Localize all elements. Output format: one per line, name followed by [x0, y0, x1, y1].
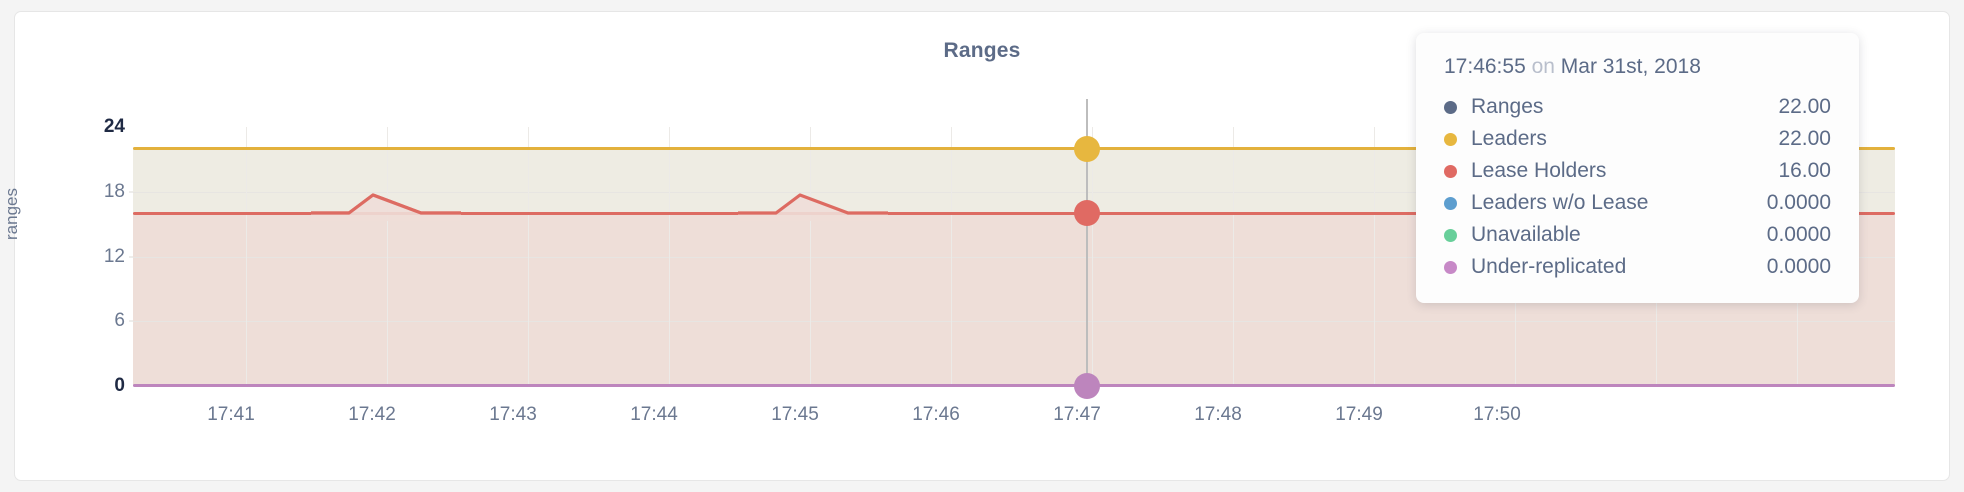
hover-marker-under-replicated[interactable]	[1074, 372, 1100, 399]
y-tick-label-6: 6	[114, 310, 125, 332]
series-line-leaders	[133, 147, 1895, 151]
series-bump-lease-1	[311, 189, 461, 221]
legend-dot-lease-holders	[1444, 164, 1457, 178]
y-axis: 24 18 12 6 0	[45, 116, 137, 396]
tooltip-date: Mar 31st, 2018	[1560, 55, 1701, 78]
tooltip-value-unavailable: 0.0000	[1766, 223, 1831, 246]
hover-marker-leaders[interactable]	[1074, 135, 1100, 162]
tooltip-row: Under-replicated 0.0000	[1444, 251, 1831, 283]
x-tick-label-5: 17:46	[912, 404, 960, 425]
y-tick-label-0: 0	[114, 375, 125, 396]
gridline-v-1749	[1374, 127, 1375, 386]
x-tick-label-7: 17:48	[1194, 404, 1242, 425]
legend-dot-unavailable	[1444, 228, 1457, 242]
tooltip-header: 17:46:55 on Mar 31st, 2018	[1444, 55, 1831, 79]
tooltip-value-leaders: 22.00	[1778, 127, 1831, 150]
gridline-v-1743	[528, 127, 529, 386]
gridline-v-1747	[1092, 127, 1093, 386]
y-tick-label-12: 12	[103, 245, 125, 267]
gridline-h-12	[133, 256, 1895, 258]
series-line-lease-holders	[133, 211, 1895, 215]
y-tick-label-24: 24	[103, 116, 125, 137]
tooltip-row: Leaders 22.00	[1444, 123, 1831, 155]
tooltip-label-under-replicated: Under-replicated	[1471, 255, 1627, 278]
gridline-v-1742	[387, 127, 388, 386]
tooltip-value-lease-holders: 16.00	[1778, 159, 1831, 182]
tooltip-label-ranges: Ranges	[1471, 95, 1544, 118]
tooltip-value-leaders-wo-lease: 0.0000	[1766, 191, 1831, 214]
legend-dot-leaders-wo-lease	[1444, 196, 1457, 210]
hover-crosshair-line	[1086, 99, 1088, 386]
gridline-v-1744	[669, 127, 670, 386]
tooltip-label-lease-holders: Lease Holders	[1471, 159, 1607, 182]
chart-card: Ranges ranges 24 18 12 6 0	[2, 11, 1950, 481]
tooltip-label-leaders: Leaders	[1471, 127, 1547, 150]
tooltip-row: Lease Holders 16.00	[1444, 155, 1831, 187]
tooltip-value-under-replicated: 0.0000	[1766, 255, 1831, 278]
legend-dot-ranges	[1444, 100, 1457, 114]
tooltip-time: 17:46:55	[1444, 55, 1526, 78]
legend-dot-leaders	[1444, 132, 1457, 146]
gridline-v-1741	[246, 127, 247, 386]
gridline-v-1746	[951, 127, 952, 386]
tooltip-on-word: on	[1531, 55, 1555, 78]
hover-tooltip: 17:46:55 on Mar 31st, 2018 Ranges 22.00 …	[1416, 33, 1859, 303]
x-tick-label-8: 17:49	[1335, 404, 1383, 425]
legend-dot-under-replicated	[1444, 260, 1457, 274]
x-tick-label-3: 17:44	[630, 404, 678, 425]
gridline-v-1748	[1233, 127, 1234, 386]
x-tick-label-0: 17:41	[207, 404, 255, 425]
hover-marker-lease-holders[interactable]	[1074, 200, 1100, 227]
y-axis-title: ranges	[2, 188, 21, 240]
x-tick-label-2: 17:43	[489, 404, 537, 425]
y-tick-label-18: 18	[103, 180, 125, 202]
tooltip-row: Ranges 22.00	[1444, 91, 1831, 123]
x-tick-label-9: 17:50	[1473, 404, 1521, 425]
gridline-v-1745	[810, 127, 811, 386]
tooltip-row: Leaders w/o Lease 0.0000	[1444, 187, 1831, 219]
gridline-h-6	[133, 321, 1895, 323]
x-tick-label-4: 17:45	[771, 404, 819, 425]
chart-title: Ranges	[943, 39, 1021, 62]
gridline-h-18	[133, 191, 1895, 193]
tooltip-label-unavailable: Unavailable	[1471, 223, 1581, 246]
tooltip-value-ranges: 22.00	[1778, 95, 1831, 118]
tooltip-label-leaders-wo-lease: Leaders w/o Lease	[1471, 191, 1649, 214]
series-bump-lease-2	[738, 189, 888, 221]
series-line-under-replicated	[133, 384, 1895, 387]
tooltip-row: Unavailable 0.0000	[1444, 219, 1831, 251]
x-tick-label-6: 17:47	[1053, 404, 1101, 425]
x-tick-label-1: 17:42	[348, 404, 396, 425]
